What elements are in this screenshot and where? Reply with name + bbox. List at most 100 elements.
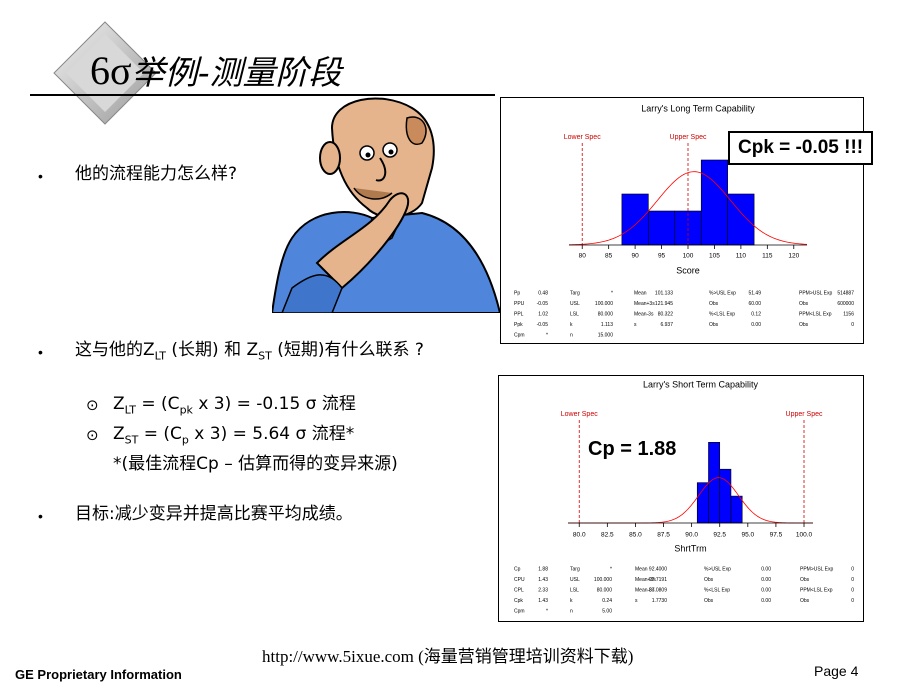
stats-cell: *: [546, 608, 548, 614]
stats-cell: 0: [851, 598, 854, 604]
bullet-dot: •: [38, 344, 43, 360]
stats-cell: 1.88: [538, 566, 548, 572]
stats-cell: 60.00: [748, 301, 761, 307]
stats-cell: Ppk: [514, 322, 523, 328]
text: x 3) = 5.64 σ 流程*: [188, 424, 355, 444]
bar: [648, 210, 676, 246]
stats-cell: 0.12: [751, 311, 761, 317]
stats-cell: USL: [570, 301, 580, 307]
bullet-dot: •: [38, 508, 43, 524]
stats-cell: s: [634, 322, 637, 328]
stats-cell: Obs: [799, 301, 809, 307]
sub-bullet-text: ZST = (Cp x 3) = 5.64 σ 流程* *(最佳流程Cp – 估算…: [113, 422, 483, 477]
x-tick-label: 115: [762, 253, 773, 260]
stats-cell: -0.05: [537, 322, 549, 328]
stats-cell: *: [610, 566, 612, 572]
x-tick-label: 80: [579, 253, 587, 260]
x-tick-label: 90: [631, 253, 639, 260]
x-tick-label: 85.0: [629, 532, 642, 539]
text: 目标:减少变异并提高比赛平均成绩。: [75, 504, 353, 524]
stats-cell: 0: [851, 566, 854, 572]
bullet-text: 这与他的ZLT (长期) 和 ZST (短期)有什么联系 ?: [75, 338, 475, 368]
stats-cell: k: [570, 598, 573, 604]
annotation: Cp = 1.88: [588, 438, 677, 460]
bullet-text: 他的流程能力怎么样?: [75, 162, 465, 187]
chart-title: Larry's Short Term Capability: [643, 379, 759, 389]
stats-cell: 0.00: [761, 566, 771, 572]
bar: [696, 482, 709, 524]
cartoon: [272, 97, 500, 313]
fit-curve: [568, 477, 813, 524]
bullet-dot: •: [38, 168, 43, 184]
stats-cell: 6.937: [660, 322, 673, 328]
subscript: LT: [124, 403, 136, 417]
stats-cell: Cpk: [514, 598, 523, 604]
stats-cell: k: [570, 322, 573, 328]
text: x 3) = -0.15 σ 流程: [192, 394, 356, 414]
bar: [730, 495, 743, 524]
stats-cell: n: [570, 608, 573, 614]
stats-cell: LSL: [570, 587, 579, 593]
title-rule: [30, 94, 495, 96]
stats-cell: %>USL Exp: [704, 566, 731, 572]
stats-cell: Obs: [704, 598, 714, 604]
stats-cell: %<LSL Exp: [704, 587, 730, 593]
stats-cell: LSL: [570, 311, 579, 317]
title-prefix: 6σ: [90, 48, 132, 93]
text: 他的流程能力怎么样?: [75, 164, 238, 184]
stats-cell: *: [546, 332, 548, 338]
stats-cell: PPM<LSL Exp: [799, 311, 832, 317]
x-tick-label: 95: [658, 253, 666, 260]
x-tick-label: 85: [605, 253, 613, 260]
stats-cell: 100.000: [594, 577, 612, 583]
x-tick-label: 87.5: [657, 532, 670, 539]
stats-cell: Mean: [635, 566, 648, 572]
stats-cell: 0: [851, 322, 854, 328]
stats-cell: PPM>USL Exp: [800, 566, 834, 572]
bar: [700, 159, 728, 246]
spec-label: Lower Spec: [564, 134, 601, 141]
bullet-text: 目标:减少变异并提高比赛平均成绩。: [75, 502, 475, 527]
stats-cell: 92.4000: [649, 566, 667, 572]
stats-cell: 0: [851, 587, 854, 593]
bar: [727, 193, 755, 246]
stats-cell: USL: [570, 577, 580, 583]
x-tick-label: 95.0: [741, 532, 754, 539]
stats-cell: 0.48: [538, 290, 548, 296]
x-tick-label: 82.5: [601, 532, 614, 539]
stats-cell: Obs: [800, 577, 810, 583]
text: = (C: [136, 394, 180, 414]
stats-cell: 87.0809: [649, 587, 667, 593]
text: Z: [113, 424, 125, 444]
stats-cell: PPU: [514, 301, 525, 307]
stats-cell: 1156: [843, 311, 854, 317]
stats-cell: 101.133: [655, 290, 673, 296]
title-main: 举例-测量阶段: [131, 53, 342, 92]
bar: [708, 442, 721, 524]
stats-cell: Mean-3s: [634, 311, 654, 317]
stats-cell: 0.00: [751, 322, 761, 328]
x-tick-label: 110: [736, 253, 747, 260]
stats-cell: 80.322: [658, 311, 674, 317]
x-axis-label: Score: [676, 265, 700, 275]
stats-cell: CPU: [514, 577, 525, 583]
stats-cell: 0.00: [761, 587, 771, 593]
stats-cell: Obs: [800, 598, 810, 604]
stats-cell: PPM<LSL Exp: [800, 587, 833, 593]
stats-cell: *: [611, 290, 613, 296]
stats-cell: Targ: [570, 290, 580, 296]
stats-cell: Targ: [570, 566, 580, 572]
chart: Larry's Long Term Capability Lower Spec Up…: [500, 97, 864, 344]
subscript: LT: [154, 349, 166, 363]
text: (短期)有什么联系 ?: [271, 340, 424, 360]
sub-bullet-text: ZLT = (Cpk x 3) = -0.15 σ 流程: [113, 392, 483, 422]
spec-label: Upper Spec: [786, 411, 823, 418]
stats-cell: 1.43: [538, 577, 548, 583]
stats-cell: CPL: [514, 587, 524, 593]
stats-cell: Mean-3s: [635, 587, 655, 593]
sub-bullet-mark: ⊙: [86, 427, 99, 444]
stats-cell: PPL: [514, 311, 524, 317]
subscript: ST: [258, 349, 272, 363]
annotation: Cpk = -0.05 !!!: [728, 131, 874, 165]
